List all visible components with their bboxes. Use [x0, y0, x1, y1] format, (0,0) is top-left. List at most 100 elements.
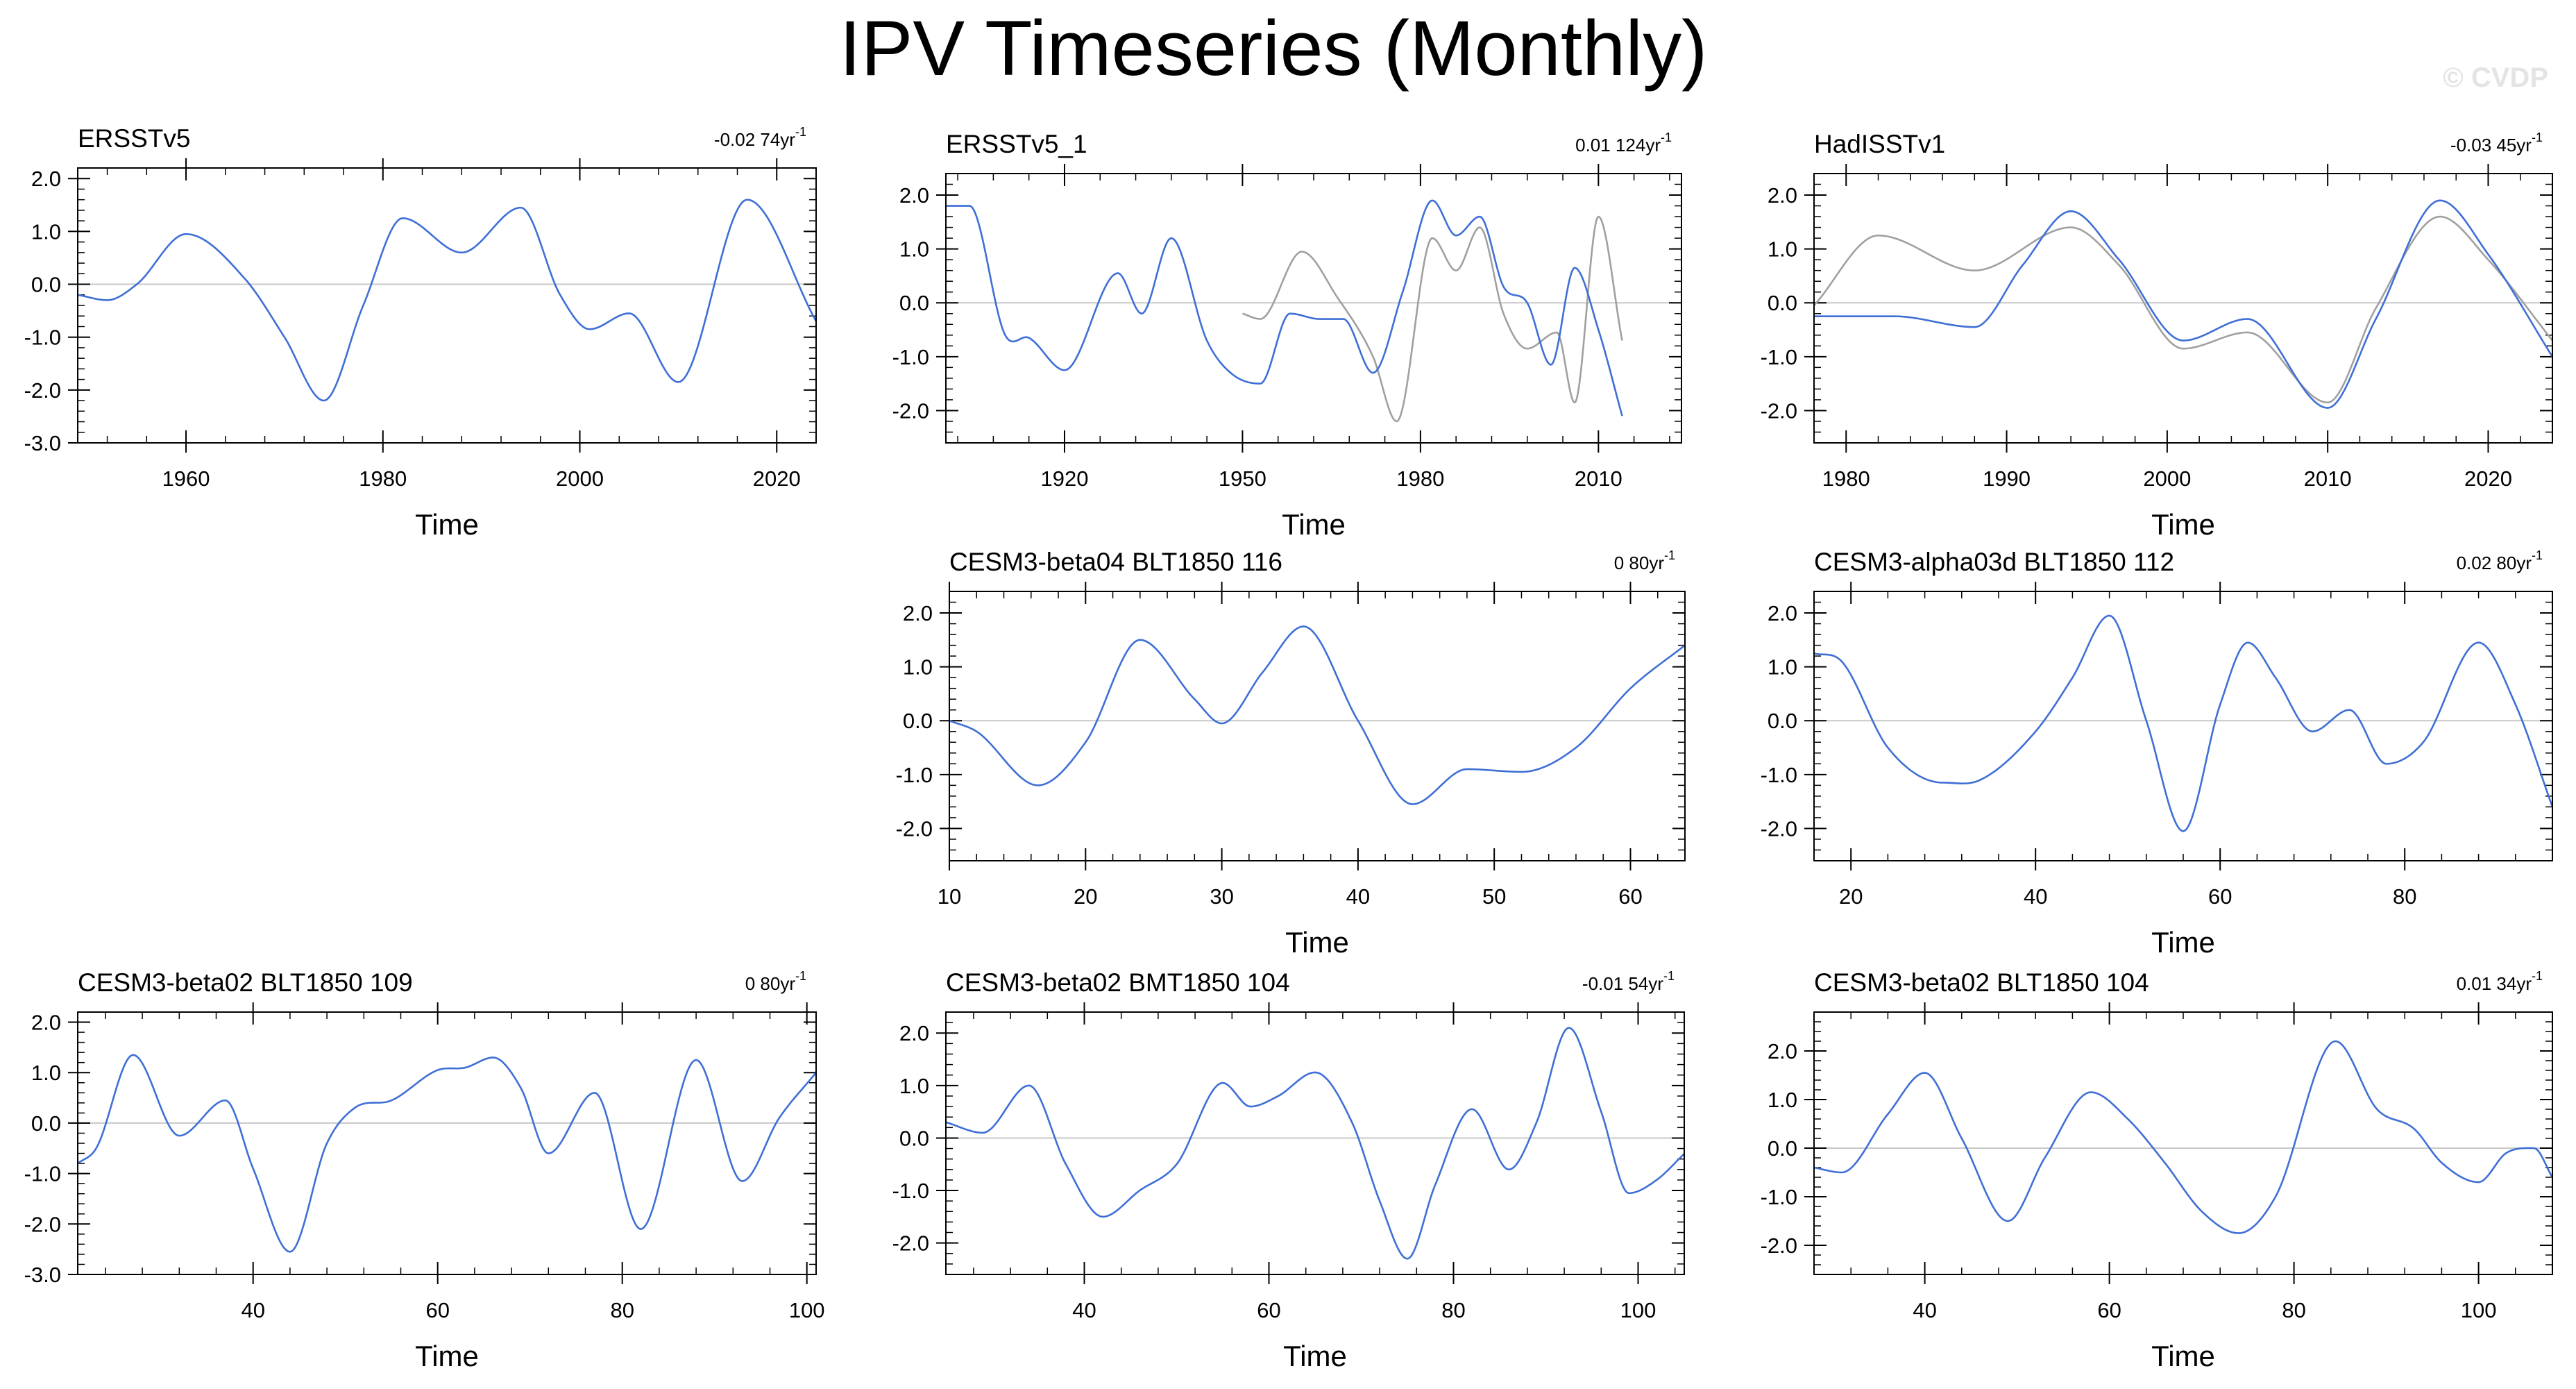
y-tick-label: -2.0 — [896, 816, 933, 841]
x-tick-label: 40 — [1346, 884, 1370, 909]
x-axis-label: Time — [2151, 508, 2215, 541]
y-tick-label: 2.0 — [903, 601, 933, 625]
x-tick-label: 100 — [2461, 1298, 2497, 1322]
x-axis-label: Time — [1283, 1340, 1347, 1372]
x-axis-label: Time — [2151, 926, 2215, 959]
page-title: IPV Timeseries (Monthly) — [839, 5, 1708, 92]
plot-frame — [949, 591, 1686, 861]
x-tick-label: 1950 — [1219, 466, 1266, 491]
panel-title: CESM3-alpha03d BLT1850 112 — [1814, 548, 2174, 576]
trend-exponent: -1 — [2532, 548, 2543, 562]
x-axis-label: Time — [415, 508, 479, 541]
trend-label: 0 80yr-1 — [1614, 548, 1675, 573]
y-tick-label: 1.0 — [899, 237, 929, 262]
x-tick-label: 80 — [610, 1298, 634, 1322]
x-tick-label: 1990 — [1983, 466, 2031, 491]
data-series-line — [78, 199, 816, 402]
plot-frame — [1813, 591, 2553, 861]
y-tick-label: -3.0 — [24, 1263, 61, 1287]
y-tick-label: -2.0 — [1761, 398, 1797, 423]
x-axis-label: Time — [2151, 1340, 2215, 1372]
x-axis-label: Time — [1282, 508, 1346, 541]
panel-title: CESM3-beta02 BMT1850 104 — [946, 968, 1290, 997]
y-tick-label: 2.0 — [899, 1021, 929, 1045]
x-tick-label: 40 — [1913, 1298, 1936, 1322]
trend-label: 0.01 124yr-1 — [1575, 131, 1672, 155]
x-tick-label: 100 — [1620, 1298, 1656, 1322]
x-tick-label: 80 — [2393, 884, 2416, 909]
x-tick-label: 20 — [1839, 884, 1863, 909]
y-tick-label: 2.0 — [1768, 601, 1797, 625]
x-tick-label: 60 — [1257, 1298, 1280, 1322]
y-tick-label: -1.0 — [1761, 1185, 1797, 1209]
plot-frame — [1813, 173, 2553, 444]
y-tick-label: 0.0 — [899, 1126, 929, 1150]
reference-series-line — [1814, 215, 2552, 404]
chart-panel-6: 2.0 1.0 0.0 -1.0 -2.0 -3.0 40 60 80 100 CESM3-beta… — [24, 968, 825, 1372]
y-tick-label: -2.0 — [24, 378, 61, 403]
y-tick-label: -3.0 — [24, 431, 61, 455]
y-tick-label: 1.0 — [1768, 1088, 1797, 1112]
x-tick-label: 2000 — [2143, 466, 2191, 491]
y-tick-label: -1.0 — [24, 1162, 61, 1186]
y-tick-label: -1.0 — [24, 326, 61, 350]
y-tick-label: -1.0 — [892, 345, 929, 369]
plot-frame — [1813, 1011, 2553, 1275]
data-series-line — [1814, 199, 2552, 409]
trend-label: 0 80yr-1 — [745, 969, 806, 994]
x-axis-label: Time — [1285, 926, 1349, 959]
x-tick-label: 2020 — [2464, 466, 2512, 491]
y-tick-label: -2.0 — [1761, 1234, 1797, 1258]
trend-exponent: -1 — [795, 125, 806, 139]
y-tick-label: -2.0 — [1761, 816, 1797, 841]
x-tick-label: 60 — [1618, 884, 1642, 909]
x-tick-label: 40 — [1072, 1298, 1096, 1322]
trend-label: -0.03 45yr-1 — [2450, 131, 2543, 155]
y-tick-label: 2.0 — [1768, 183, 1797, 208]
trend-exponent: -1 — [2532, 131, 2543, 144]
y-tick-label: 1.0 — [1768, 655, 1797, 680]
x-tick-label: 60 — [2208, 884, 2232, 909]
y-tick-label: 2.0 — [1768, 1039, 1797, 1063]
x-axis-label: Time — [415, 1340, 479, 1372]
x-tick-label: 40 — [2024, 884, 2047, 909]
data-series-line — [946, 1027, 1684, 1260]
x-tick-label: 80 — [2282, 1298, 2305, 1322]
y-tick-label: 0.0 — [903, 709, 933, 733]
chart-panel-3: 2.0 1.0 0.0 -1.0 -2.0 1980 1990 2000 2010 2020 Had… — [1761, 130, 2553, 541]
x-tick-label: 20 — [1074, 884, 1097, 909]
data-series-line — [1814, 614, 2552, 832]
y-tick-label: 0.0 — [31, 1111, 61, 1136]
trend-exponent: -1 — [795, 969, 806, 983]
panel-title: CESM3-beta02 BLT1850 104 — [1814, 968, 2149, 997]
chart-panel-5: 2.0 1.0 0.0 -1.0 -2.0 20 40 60 80 CESM3-alpha03d … — [1761, 548, 2553, 959]
y-tick-label: 2.0 — [31, 167, 61, 191]
trend-label: -0.02 74yr-1 — [714, 125, 806, 150]
data-series-line — [949, 625, 1685, 805]
x-tick-label: 50 — [1482, 884, 1506, 909]
trend-label: 0.02 80yr-1 — [2457, 548, 2543, 573]
x-tick-label: 60 — [2097, 1298, 2121, 1322]
y-tick-label: 1.0 — [1768, 237, 1797, 262]
x-tick-label: 2010 — [2304, 466, 2352, 491]
y-tick-label: 2.0 — [31, 1011, 61, 1035]
x-tick-label: 2020 — [753, 466, 801, 491]
data-series-line — [946, 199, 1623, 416]
trend-exponent: -1 — [1661, 131, 1672, 144]
trend-exponent: -1 — [1664, 548, 1675, 562]
x-tick-label: 2000 — [556, 466, 604, 491]
y-tick-label: 0.0 — [1768, 291, 1797, 315]
chart-panel-2: 2.0 1.0 0.0 -1.0 -2.0 1920 1950 1980 2010 ERSSTv5… — [892, 130, 1682, 541]
reference-series-line — [1242, 215, 1623, 423]
plot-frame — [945, 1011, 1685, 1275]
y-tick-label: 1.0 — [31, 1061, 61, 1085]
data-series-line — [78, 1054, 816, 1253]
panel-title: HadISSTv1 — [1814, 130, 1945, 158]
chart-panel-8: 2.0 1.0 0.0 -1.0 -2.0 40 60 80 100 CESM3-beta02 B… — [1761, 968, 2553, 1372]
y-tick-label: -2.0 — [24, 1212, 61, 1236]
y-tick-label: 1.0 — [899, 1074, 929, 1098]
y-tick-label: 2.0 — [899, 183, 929, 208]
y-tick-label: -1.0 — [896, 763, 933, 787]
plot-frame — [77, 1011, 817, 1275]
